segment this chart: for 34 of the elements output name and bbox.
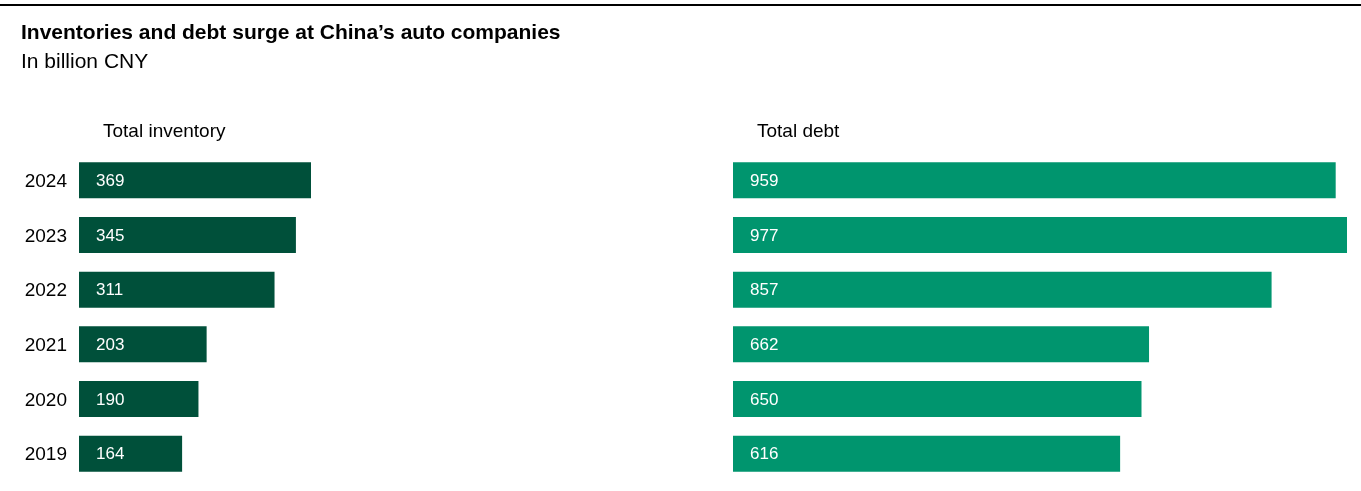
- chart-subtitle: In billion CNY: [21, 49, 149, 73]
- y-tick-label: 2024: [24, 169, 68, 191]
- bar: [79, 435, 183, 472]
- chart-title: Inventories and debt surge at China’s auto companies: [21, 20, 561, 44]
- y-tick-label: 2019: [24, 443, 67, 465]
- x-axis-title: Total debt: [757, 120, 841, 141]
- data-label: 650: [750, 389, 779, 409]
- data-label: 857: [750, 280, 779, 300]
- bar: [79, 271, 275, 308]
- y-tick-label: 2021: [24, 333, 67, 355]
- data-label: 369: [96, 170, 125, 190]
- data-label: 616: [750, 444, 779, 464]
- bar: [79, 162, 311, 199]
- bar: [733, 380, 1142, 418]
- bar: [79, 326, 207, 363]
- y-tick-label: 2022: [24, 279, 67, 301]
- x-axis-title: Total inventory: [103, 120, 227, 141]
- bar: [733, 162, 1336, 199]
- data-label: 662: [750, 334, 779, 354]
- data-label: 203: [96, 334, 125, 354]
- data-label: 345: [96, 225, 125, 245]
- bar: [79, 216, 296, 254]
- bar: [733, 271, 1272, 308]
- data-label: 977: [750, 225, 779, 245]
- data-label: 190: [96, 389, 125, 409]
- bar: [733, 326, 1150, 363]
- bar: [733, 435, 1121, 472]
- bar: [79, 380, 199, 418]
- data-label: 164: [96, 444, 125, 464]
- y-tick-label: 2020: [24, 388, 67, 410]
- y-tick-label: 2023: [24, 224, 67, 246]
- data-label: 311: [96, 280, 124, 300]
- bar: [733, 216, 1347, 254]
- data-label: 959: [750, 170, 779, 190]
